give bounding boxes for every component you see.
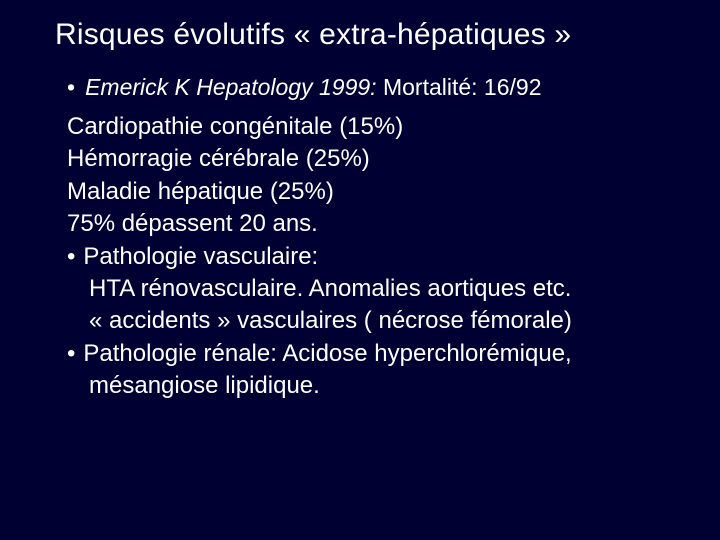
- body-line-3: Maladie hépatique (25%): [67, 176, 680, 208]
- sub-line-2: « accidents » vasculaires ( nécrose fémo…: [89, 305, 680, 337]
- bullet-text-2: Pathologie rénale: Acidose hyperchlorémi…: [83, 340, 571, 367]
- bullet-icon: •: [67, 338, 75, 370]
- body-line-2: Hémorragie cérébrale (25%): [67, 143, 680, 175]
- sub-line-3: mésangiose lipidique.: [89, 370, 680, 402]
- sub-line-1: HTA rénovasculaire. Anomalies aortiques …: [89, 273, 680, 305]
- citation-line: • Emerick K Hepatology 1999: Mortalité: 1…: [67, 74, 680, 101]
- mortality-text: Mortalité: 16/92: [377, 74, 542, 100]
- bullet-icon: •: [67, 241, 75, 273]
- bullet-line-2: • Pathologie rénale: Acidose hyperchlorém…: [67, 338, 680, 370]
- citation-text: Emerick K Hepatology 1999:: [85, 74, 377, 100]
- bullet-text-1: Pathologie vasculaire:: [83, 243, 318, 270]
- bullet-icon: •: [67, 74, 75, 101]
- body-line-4: 75% dépassent 20 ans.: [67, 208, 680, 240]
- bullet-line-1: • Pathologie vasculaire:: [67, 241, 680, 273]
- body-line-1: Cardiopathie congénitale (15%): [67, 111, 680, 143]
- slide-title: Risques évolutifs « extra-hépatiques »: [55, 18, 680, 52]
